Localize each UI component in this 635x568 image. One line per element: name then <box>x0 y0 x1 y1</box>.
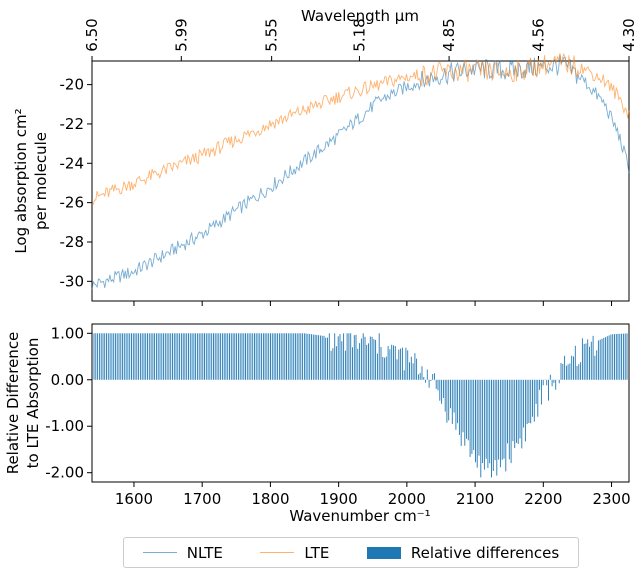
wavenumber-xtick-label: 2300 <box>592 490 630 508</box>
series-line-lte <box>91 52 630 206</box>
wavenumber-xtick-label: 2100 <box>456 490 494 508</box>
wavenumber-xtick-label: 1600 <box>115 490 153 508</box>
wavelength-tick-label: 5.99 <box>172 18 190 51</box>
wavenumber-xtick-label: 2000 <box>388 490 426 508</box>
wavelength-tick-label: 6.50 <box>83 18 101 51</box>
wavenumber-xtick-label: 1900 <box>320 490 358 508</box>
difference-ytick-label: 0.00 <box>51 371 84 389</box>
legend-bars-label: Relative differences <box>410 543 560 562</box>
series-line-nlte <box>91 54 630 290</box>
relative-difference-chart: Relative Difference to LTE Absorption Wa… <box>4 323 630 525</box>
legend-entry-nlte: NLTE <box>142 543 223 562</box>
wavenumber-axis-title: Wavenumber cm⁻¹ <box>289 507 430 525</box>
absorption-ytick-label: -24 <box>60 154 85 172</box>
wavelength-tick-label: 5.55 <box>263 18 281 51</box>
difference-ylabel-line2: to LTE Absorption <box>24 338 42 469</box>
legend-entry-lte: LTE <box>260 544 329 562</box>
absorption-chart: Wavelength μm Log absorption cm² per mol… <box>12 7 630 302</box>
legend: NLTE LTE Relative differences <box>123 537 579 568</box>
absorption-ytick-label: -26 <box>60 194 85 212</box>
absorption-ytick-label: -20 <box>60 76 85 94</box>
wavenumber-xtick-label: 1700 <box>183 490 221 508</box>
absorption-ytick-label: -28 <box>60 233 85 251</box>
absorption-ylabel-line1: Log absorption cm² <box>12 108 30 253</box>
wavelength-tick-label: 5.18 <box>350 18 368 51</box>
wavenumber-xtick-label: 1800 <box>251 490 289 508</box>
legend-lte-label: LTE <box>304 543 330 562</box>
legend-bars-swatch <box>366 546 401 559</box>
top-axis-title: Wavelength μm <box>301 7 419 25</box>
absorption-plot-frame <box>91 60 630 302</box>
legend-lte-swatch <box>260 552 295 553</box>
difference-ytick-label: -1.00 <box>45 417 84 435</box>
absorption-ytick-label: -22 <box>60 115 85 133</box>
difference-ytick-label: -2.00 <box>45 464 84 482</box>
absorption-ytick-label: -30 <box>60 272 85 290</box>
legend-nlte-swatch <box>142 552 177 553</box>
difference-ytick-label: 1.00 <box>51 324 84 342</box>
wavelength-tick-label: 4.56 <box>529 18 547 51</box>
wavelength-tick-label: 4.85 <box>440 18 458 51</box>
difference-plot-frame <box>91 323 630 483</box>
legend-nlte-label: NLTE <box>186 543 223 562</box>
difference-ylabel-line1: Relative Difference <box>4 332 22 475</box>
wavenumber-xtick-label: 2200 <box>524 490 562 508</box>
wavelength-tick-label: 4.30 <box>620 18 635 51</box>
legend-entry-relative-differences: Relative differences <box>366 543 560 562</box>
absorption-ylabel-line2: per molecule <box>32 132 50 230</box>
